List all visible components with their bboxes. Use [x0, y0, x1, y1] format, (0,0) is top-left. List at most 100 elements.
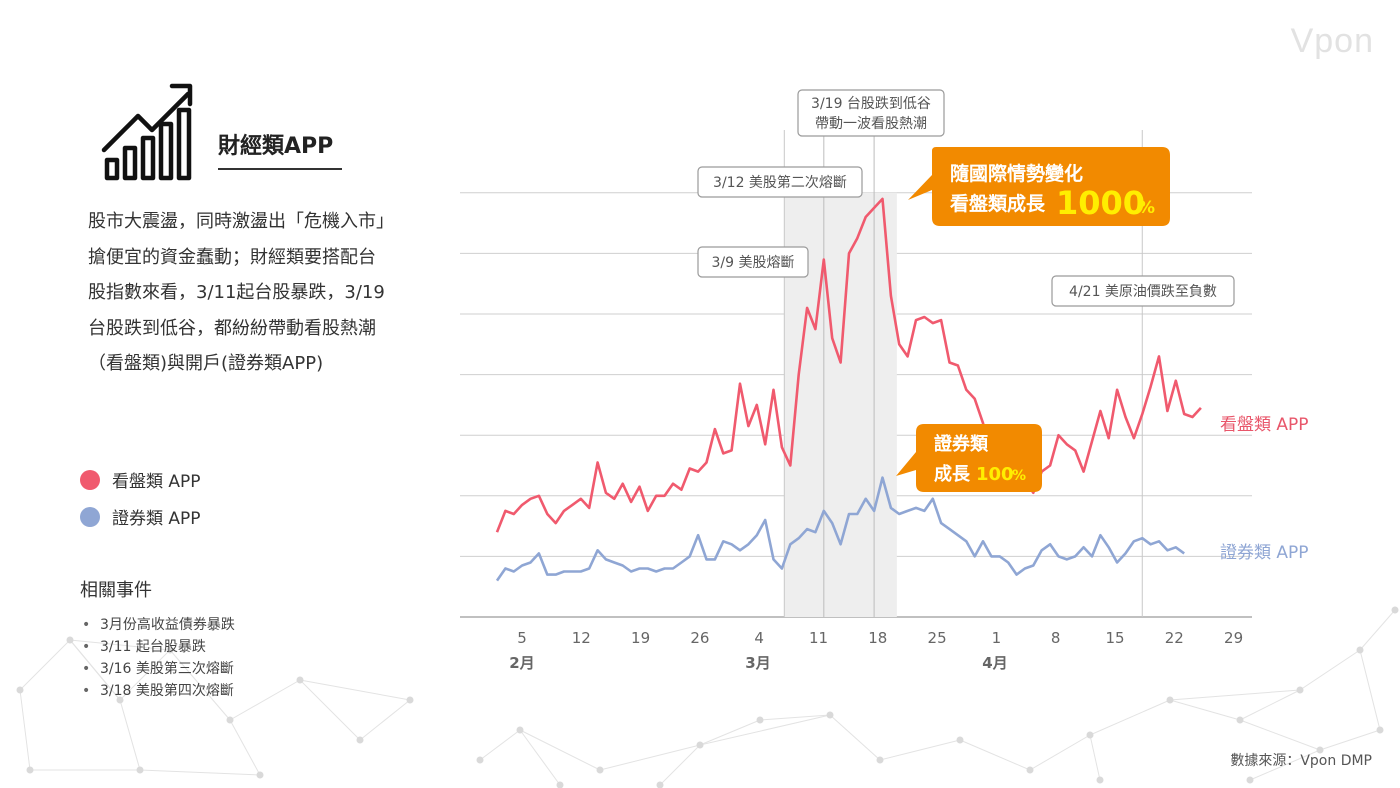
network-line — [659, 744, 701, 786]
x-tick-label: 12 — [572, 629, 591, 647]
network-node — [226, 716, 234, 724]
bar-chart-growth-icon — [101, 83, 193, 181]
callout-bubble-blue — [896, 424, 1042, 492]
network-line — [359, 699, 411, 741]
network-node — [16, 686, 24, 694]
x-tick-label: 5 — [517, 629, 527, 647]
title-underline — [218, 168, 342, 170]
legend-item-red: 看盤類 APP — [80, 467, 280, 493]
network-line — [299, 679, 361, 741]
network-node — [256, 771, 264, 779]
network-line — [19, 689, 31, 771]
x-tick-label: 8 — [1051, 629, 1061, 647]
x-tick-label: 19 — [631, 629, 650, 647]
network-line — [599, 744, 701, 771]
network-node — [1296, 686, 1304, 694]
month-label: 3月 — [745, 654, 770, 672]
month-label: 2月 — [509, 654, 534, 672]
x-tick-label: 4 — [754, 629, 764, 647]
callout-unit: % — [1138, 198, 1155, 218]
annotation-box — [697, 166, 863, 198]
network-line — [119, 699, 141, 771]
network-line — [1299, 649, 1361, 691]
annotation-label: 帶動一波看股熱潮 — [815, 116, 927, 132]
network-node — [876, 756, 884, 764]
network-line — [1089, 734, 1101, 781]
network-node — [1376, 726, 1384, 734]
network-line — [1359, 649, 1381, 731]
callout-text: 證券類 — [934, 433, 989, 455]
network-node — [826, 711, 834, 719]
series-end-label: 看盤類 APP — [1220, 415, 1309, 435]
callout-unit: % — [1012, 468, 1026, 484]
x-tick-label: 26 — [690, 629, 709, 647]
network-line — [1169, 699, 1241, 721]
x-tick-label: 11 — [809, 629, 828, 647]
network-line — [1089, 699, 1171, 736]
callout-number: 1000 — [1056, 184, 1145, 222]
callout-text: 隨國際情勢變化 — [950, 162, 1083, 185]
series-line-blue — [495, 476, 1185, 582]
network-node — [1166, 696, 1174, 704]
network-node — [406, 696, 414, 704]
x-tick-label: 18 — [868, 629, 887, 647]
event-item: 3/16 美股第三次熔斷 — [80, 658, 235, 680]
network-node — [1391, 606, 1399, 614]
network-node — [1086, 731, 1094, 739]
x-tick-label: 15 — [1105, 629, 1124, 647]
network-line — [1359, 609, 1396, 651]
callout-text: 成長 — [934, 463, 971, 485]
legend-item-blue: 證券類 APP — [80, 504, 280, 530]
network-line — [829, 714, 881, 761]
network-line — [699, 719, 761, 746]
network-node — [1026, 766, 1034, 774]
network-node — [1356, 646, 1364, 654]
annotation-box — [797, 89, 945, 137]
network-node — [756, 716, 764, 724]
network-line — [519, 729, 601, 771]
annotation-label: 3/9 美股熔斷 — [712, 255, 795, 271]
network-node — [1246, 776, 1254, 784]
network-line — [1239, 689, 1301, 721]
network-line — [1029, 734, 1091, 771]
network-line — [1239, 719, 1321, 751]
network-line — [699, 714, 831, 746]
network-node — [66, 636, 74, 644]
legend-red-dot — [80, 470, 100, 490]
description-text: 股市大震盪，同時激盪出「危機入市」搶便宜的資金蠢動；財經類要搭配台股指數來看，3… — [88, 211, 385, 374]
network-node — [696, 741, 704, 749]
network-line — [299, 679, 411, 701]
network-node — [296, 676, 304, 684]
series-end-label: 證券類 APP — [1220, 543, 1309, 563]
network-line — [19, 639, 71, 691]
callout-bubble-red — [908, 147, 1170, 226]
event-item: 3/11 起台股暴跌 — [80, 636, 235, 658]
network-line — [479, 729, 521, 761]
x-tick-label: 22 — [1165, 629, 1184, 647]
network-line — [1319, 729, 1381, 751]
month-label: 4月 — [982, 654, 1007, 672]
callout-text: 看盤類成長 — [949, 192, 1046, 215]
events-title: 相關事件 — [80, 580, 152, 601]
legend-label: 看盤類 APP — [112, 472, 201, 492]
network-node — [956, 736, 964, 744]
network-node — [1236, 716, 1244, 724]
annotation-label: 3/12 美股第二次熔斷 — [713, 174, 847, 191]
network-line — [519, 729, 561, 786]
network-node — [1096, 776, 1104, 784]
category-title: 財經類APP — [218, 134, 334, 159]
brand-logo: Vpon — [1290, 22, 1374, 60]
x-tick-label: 29 — [1224, 629, 1243, 647]
network-node — [556, 781, 564, 788]
network-node — [596, 766, 604, 774]
network-line — [759, 714, 831, 721]
network-node — [656, 781, 664, 788]
annotation-label: 3/19 台股跌到低谷 — [811, 96, 931, 112]
network-line — [1169, 689, 1301, 701]
network-line — [139, 769, 261, 776]
network-line — [959, 739, 1031, 771]
legend-blue-dot — [80, 507, 100, 527]
x-tick-label: 25 — [928, 629, 947, 647]
data-source: 數據來源：Vpon DMP — [1230, 753, 1372, 769]
